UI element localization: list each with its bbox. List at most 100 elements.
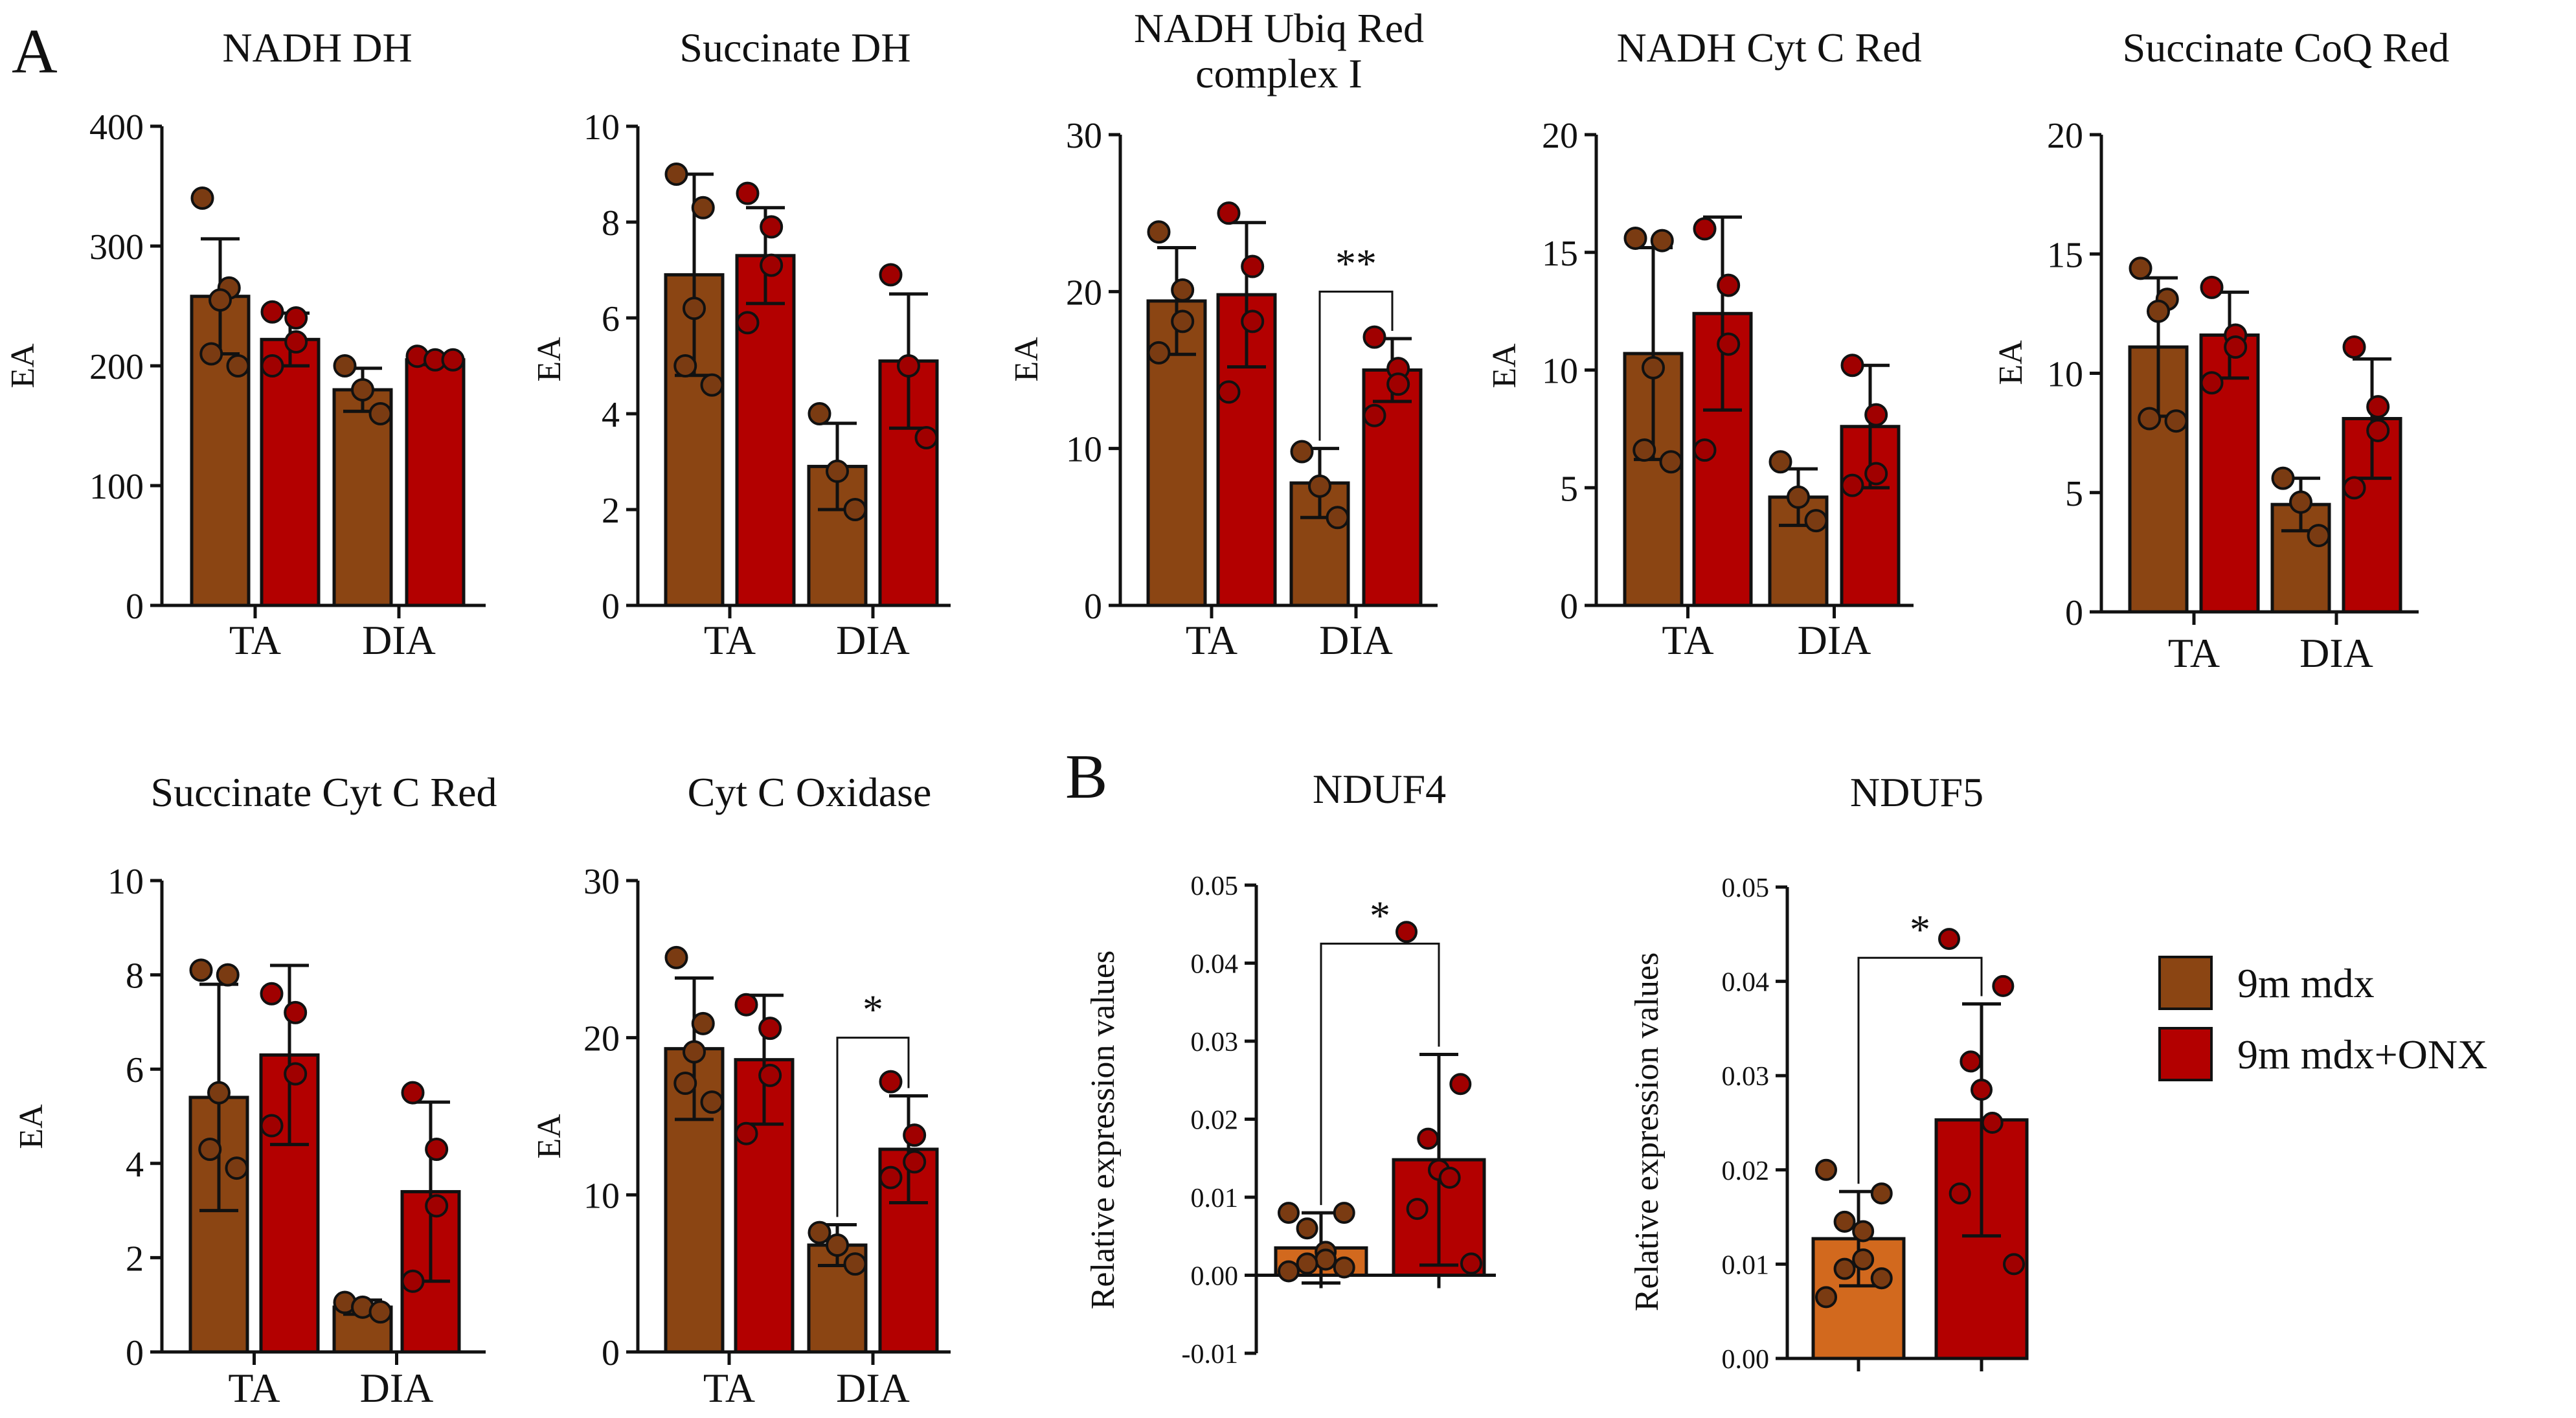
x-group-label: DIA: [2299, 630, 2373, 676]
data-point: [1395, 921, 1418, 943]
data-point: [2342, 476, 2366, 500]
chart-6: Succinate Cyt C Red EA 0 2 4 6 8 10 TA DIA: [13, 769, 497, 1411]
data-point: [1971, 1079, 1993, 1101]
significance-label: **: [1335, 240, 1377, 286]
data-point: [736, 181, 760, 205]
data-point: [2342, 335, 2366, 359]
data-point: [1362, 325, 1386, 349]
data-point: [1804, 509, 1828, 533]
y-tick-label: 0: [126, 587, 144, 627]
data-point: [1992, 974, 2015, 997]
data-point: [1693, 217, 1717, 241]
panel-letter-b: B: [1065, 742, 1107, 812]
data-point: [1449, 1073, 1472, 1096]
y-tick-label: 5: [2065, 474, 2083, 514]
data-point: [664, 163, 688, 186]
y-tick-label: 20: [1066, 273, 1102, 313]
y-tick-label: 0.03: [1191, 1028, 1239, 1057]
x-group-label: TA: [2168, 630, 2220, 676]
chart-2: Succinate DH EA 0 2 4 6 8 10 TA DIA: [531, 25, 951, 663]
data-point: [897, 354, 920, 377]
data-point: [1326, 506, 1350, 530]
y-tick-label: 30: [583, 862, 620, 902]
x-group-label: TA: [228, 1365, 280, 1411]
data-point: [198, 1137, 222, 1161]
chart-title: Succinate CoQ Red: [2123, 25, 2450, 71]
data-point: [2003, 1253, 2025, 1276]
y-tick-label: 0.01: [1191, 1184, 1239, 1213]
data-point: [1217, 380, 1241, 404]
chart-8: NDUF4 Relative expression values -0.01 0.00…: [1085, 766, 1496, 1369]
x-group-label: DIA: [1798, 617, 1871, 663]
data-point: [1852, 1220, 1875, 1243]
data-point: [826, 1233, 849, 1257]
y-tick-label: 0: [602, 1333, 620, 1373]
x-group-label: TA: [703, 1365, 755, 1411]
data-point: [401, 1081, 425, 1105]
y-tick-label: 10: [583, 1176, 620, 1216]
legend-swatch-mdx: [2158, 956, 2213, 1010]
data-point: [903, 1123, 927, 1147]
data-point: [1833, 1210, 1856, 1233]
chart-title: NADH DH: [222, 25, 412, 71]
data-point: [664, 945, 688, 969]
y-tick-label: 2: [126, 1239, 144, 1279]
chart-title: Succinate DH: [679, 25, 910, 71]
data-point: [260, 300, 284, 324]
data-point: [1386, 372, 1410, 396]
y-axis-title: EA: [531, 1114, 568, 1159]
data-point: [441, 348, 465, 372]
data-point: [284, 306, 308, 330]
data-point: [843, 498, 867, 521]
data-point: [700, 1090, 724, 1114]
data-point: [207, 1081, 231, 1105]
data-point: [1981, 1112, 2004, 1134]
data-point: [1406, 1198, 1429, 1221]
data-point: [2164, 409, 2188, 433]
y-axis-title: Relative expression values: [1085, 951, 1122, 1310]
y-tick-label: 0.02: [1191, 1106, 1239, 1136]
data-point: [691, 196, 715, 219]
data-point: [1938, 928, 1960, 951]
data-point: [734, 993, 758, 1017]
x-group-label: DIA: [360, 1365, 434, 1411]
y-axis-title: EA: [1993, 340, 2029, 385]
legend-label-onx: 9m mdx+ONX: [2237, 1031, 2487, 1077]
data-point: [1417, 1127, 1440, 1150]
y-tick-label: 10: [1066, 430, 1102, 470]
data-point: [2138, 407, 2162, 431]
x-group-label: TA: [229, 617, 281, 663]
data-point: [760, 253, 784, 277]
data-point: [1217, 201, 1241, 225]
data-point: [1460, 1252, 1482, 1275]
y-tick-label: 4: [602, 395, 620, 435]
y-tick-label: 0: [2065, 593, 2083, 633]
data-point: [1659, 450, 1683, 474]
y-tick-label: 15: [2047, 235, 2083, 275]
y-tick-label: 10: [583, 107, 620, 148]
data-point: [368, 402, 392, 425]
y-tick-label: 0: [1560, 587, 1578, 627]
data-point: [1787, 485, 1810, 509]
bar-mdx: [2128, 345, 2189, 614]
y-axis-title: Relative expression values: [1629, 952, 1666, 1312]
data-point: [2366, 418, 2390, 442]
y-tick-label: 8: [126, 956, 144, 996]
y-tick-label: 6: [126, 1050, 144, 1090]
y-tick-label: 6: [602, 299, 620, 339]
data-point: [2200, 275, 2224, 299]
legend-label-mdx: 9m mdx: [2237, 960, 2375, 1006]
data-point: [368, 1300, 392, 1324]
significance-bracket: [836, 1037, 910, 1217]
y-tick-label: 4: [126, 1145, 144, 1185]
y-tick-label: 15: [1542, 234, 1578, 274]
data-point: [1815, 1286, 1837, 1309]
data-point: [216, 963, 240, 987]
chart-9: NDUF5 Relative expression values 0.00 0.01 0…: [1629, 769, 2029, 1375]
data-point: [2271, 466, 2295, 490]
data-point: [914, 426, 938, 449]
chart-4: NADH Cyt C Red EA 0 5 10 15 20 TA DIA: [1486, 25, 1922, 663]
data-point: [1949, 1182, 1971, 1205]
data-point: [1333, 1256, 1355, 1279]
data-point: [879, 1165, 903, 1189]
